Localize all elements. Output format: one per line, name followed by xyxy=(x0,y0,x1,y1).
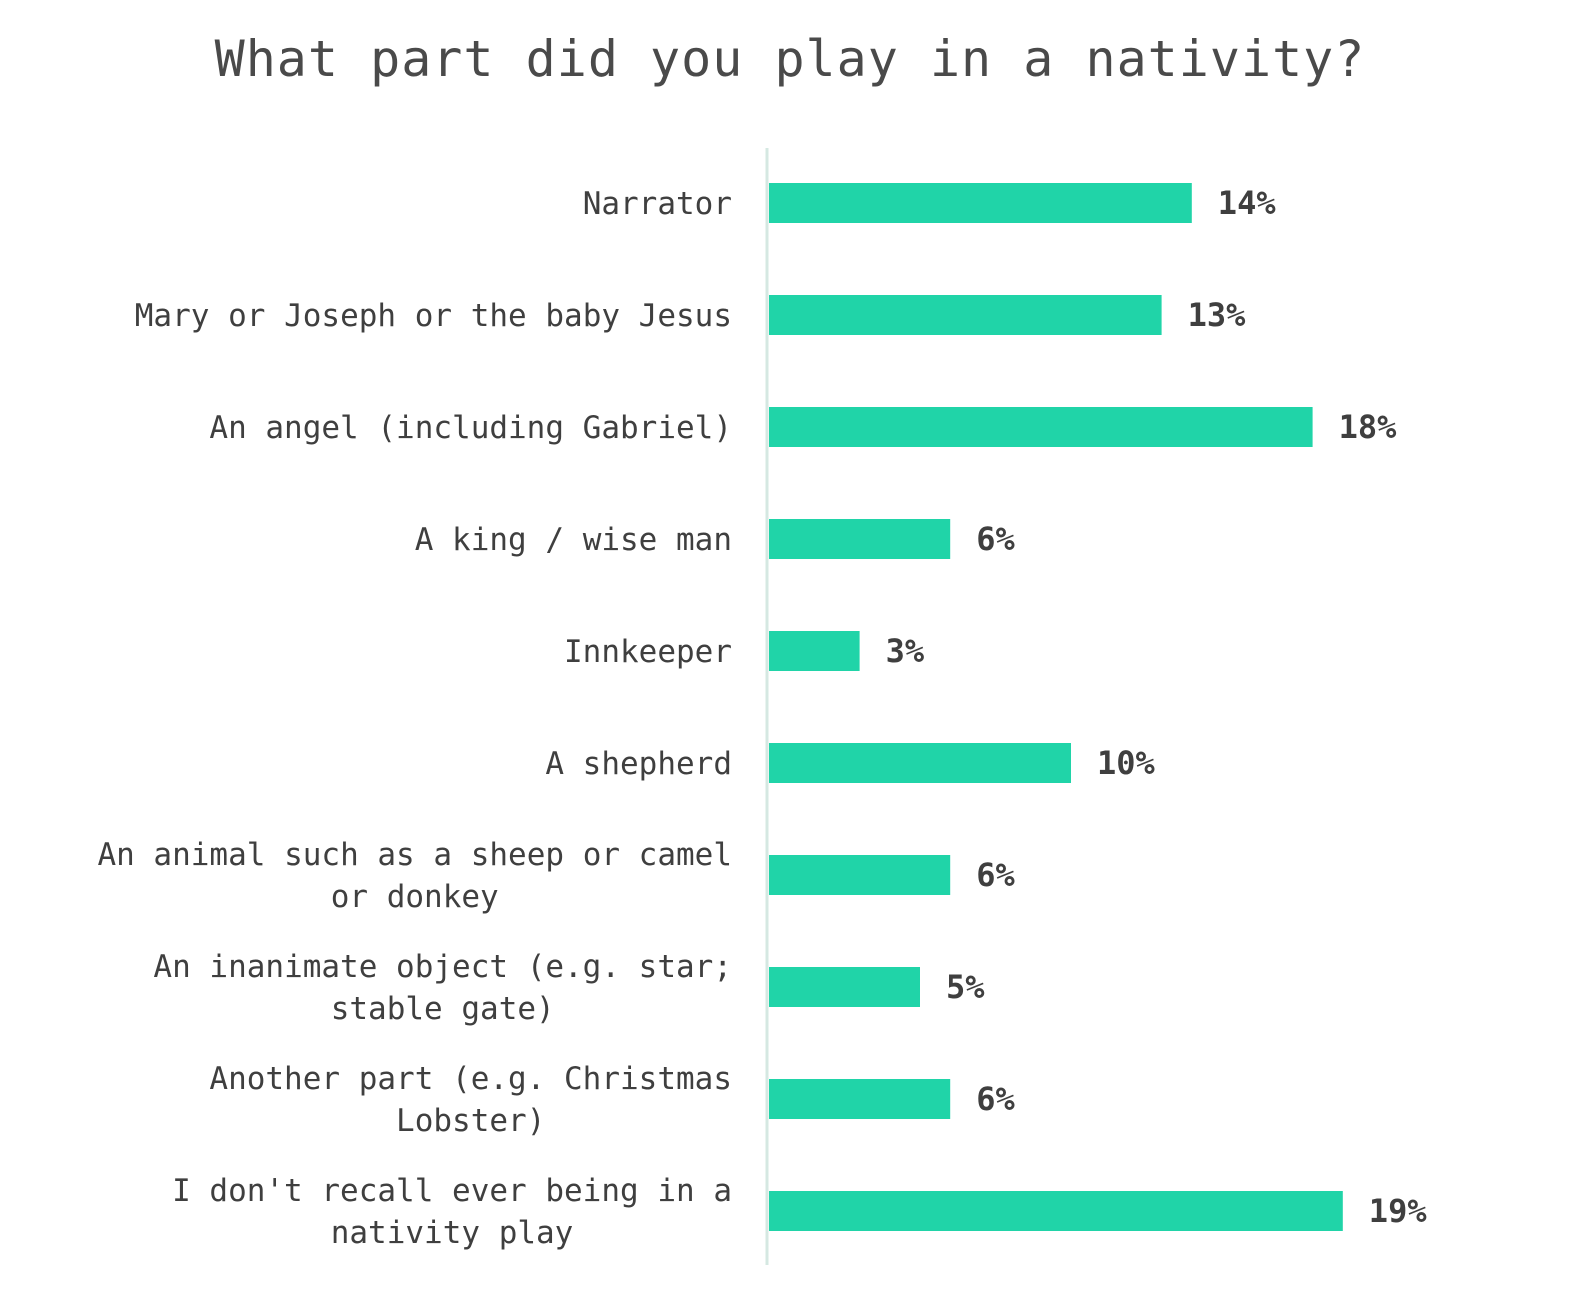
bar xyxy=(769,743,1071,783)
data-label: 13% xyxy=(1188,296,1247,334)
bar xyxy=(769,519,951,559)
bar xyxy=(769,295,1162,335)
data-label: 6% xyxy=(976,520,1015,558)
category-label: I don't recall ever being in a nativity p… xyxy=(172,1173,732,1251)
category-label: Innkeeper xyxy=(564,634,732,670)
category-label: Narrator xyxy=(583,186,732,222)
category-label: Mary or Joseph or the baby Jesus xyxy=(135,298,732,334)
data-label: 6% xyxy=(976,1080,1015,1118)
bar xyxy=(769,855,951,895)
category-label: A shepherd xyxy=(545,746,732,782)
category-label: Another part (e.g. Christmas Lobster) xyxy=(209,1061,732,1139)
bar xyxy=(769,631,860,671)
category-label: An angel (including Gabriel) xyxy=(209,410,732,446)
data-label: 18% xyxy=(1339,408,1398,446)
data-label: 5% xyxy=(946,968,985,1006)
data-label: 6% xyxy=(976,856,1015,894)
category-label: An animal such as a sheep or camel or don… xyxy=(97,837,732,915)
category-label: An inanimate object (e.g. star; stable ga… xyxy=(153,949,732,1027)
bar xyxy=(769,183,1192,223)
data-label: 14% xyxy=(1218,184,1277,222)
bar xyxy=(769,1079,951,1119)
data-label: 10% xyxy=(1097,744,1156,782)
chart-title: What part did you play in a nativity? xyxy=(214,30,1366,88)
data-label: 3% xyxy=(886,632,925,670)
bar xyxy=(769,407,1313,447)
bar xyxy=(769,967,920,1007)
bar xyxy=(769,1191,1343,1231)
data-label: 19% xyxy=(1369,1192,1428,1230)
category-label: A king / wise man xyxy=(415,522,732,558)
